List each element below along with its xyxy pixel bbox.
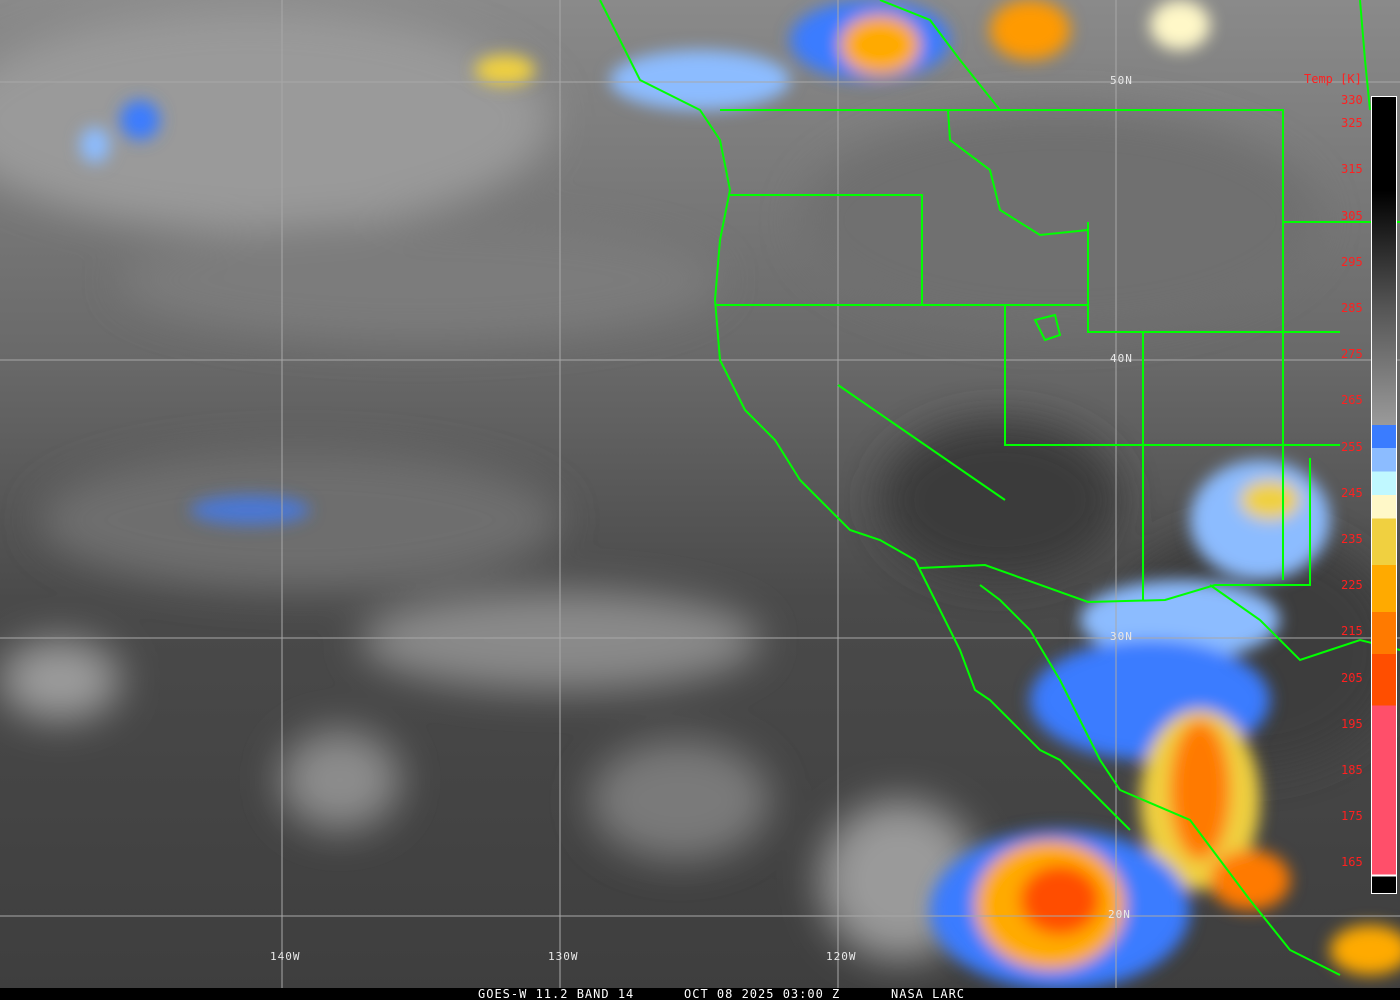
- colorbar-tick-label: 215: [1341, 624, 1363, 639]
- lat-label-30n: 30N: [1110, 630, 1133, 643]
- colorbar-tick-label: 175: [1341, 809, 1363, 824]
- colorbar-tick-label: 325: [1341, 116, 1363, 131]
- lat-label-50n: 50N: [1110, 74, 1133, 87]
- datetime-label: OCT 08 2025 03:00 Z: [684, 987, 841, 1000]
- colorbar-tick-label: 305: [1341, 208, 1363, 223]
- lon-label-130w: 130W: [548, 950, 579, 963]
- colorbar-tick-label: 185: [1341, 762, 1363, 777]
- product-label: GOES-W 11.2 BAND 14: [478, 987, 635, 1000]
- colorbar-tick-label: 315: [1341, 162, 1363, 177]
- colorbar-tick-label: 205: [1341, 670, 1363, 685]
- colorbar-title: Temp [K]: [1304, 72, 1362, 86]
- caption-bar: GOES-W 11.2 BAND 14 OCT 08 2025 03:00 Z …: [0, 988, 1400, 1000]
- colorbar-tick-label: 285: [1341, 300, 1363, 315]
- colorbar-tick-label: 265: [1341, 393, 1363, 408]
- colorbar-tick-label: 165: [1341, 855, 1363, 870]
- lon-label-120w: 120W: [826, 950, 857, 963]
- colorbar-tick-label: 245: [1341, 485, 1363, 500]
- colorbar-tick-label: 275: [1341, 347, 1363, 362]
- cold-cloud-tops: [80, 0, 1400, 990]
- colorbar-tick-label: 255: [1341, 439, 1363, 454]
- lat-label-40n: 40N: [1110, 352, 1133, 365]
- colorbar-tick-label: 330: [1341, 93, 1363, 107]
- colorbar-tick-label: 195: [1341, 716, 1363, 731]
- temperature-colorbar: [1371, 96, 1397, 894]
- colorbar-tick-label: 225: [1341, 578, 1363, 593]
- lon-label-140w: 140W: [270, 950, 301, 963]
- cloud-fields: [0, 10, 1400, 960]
- political-borders: [599, 0, 1400, 976]
- credit-label: NASA LARC: [891, 987, 966, 1000]
- colorbar-tick-label: 295: [1341, 254, 1363, 269]
- lat-label-20n: 20N: [1108, 908, 1131, 921]
- colorbar-tick-label: 235: [1341, 531, 1363, 546]
